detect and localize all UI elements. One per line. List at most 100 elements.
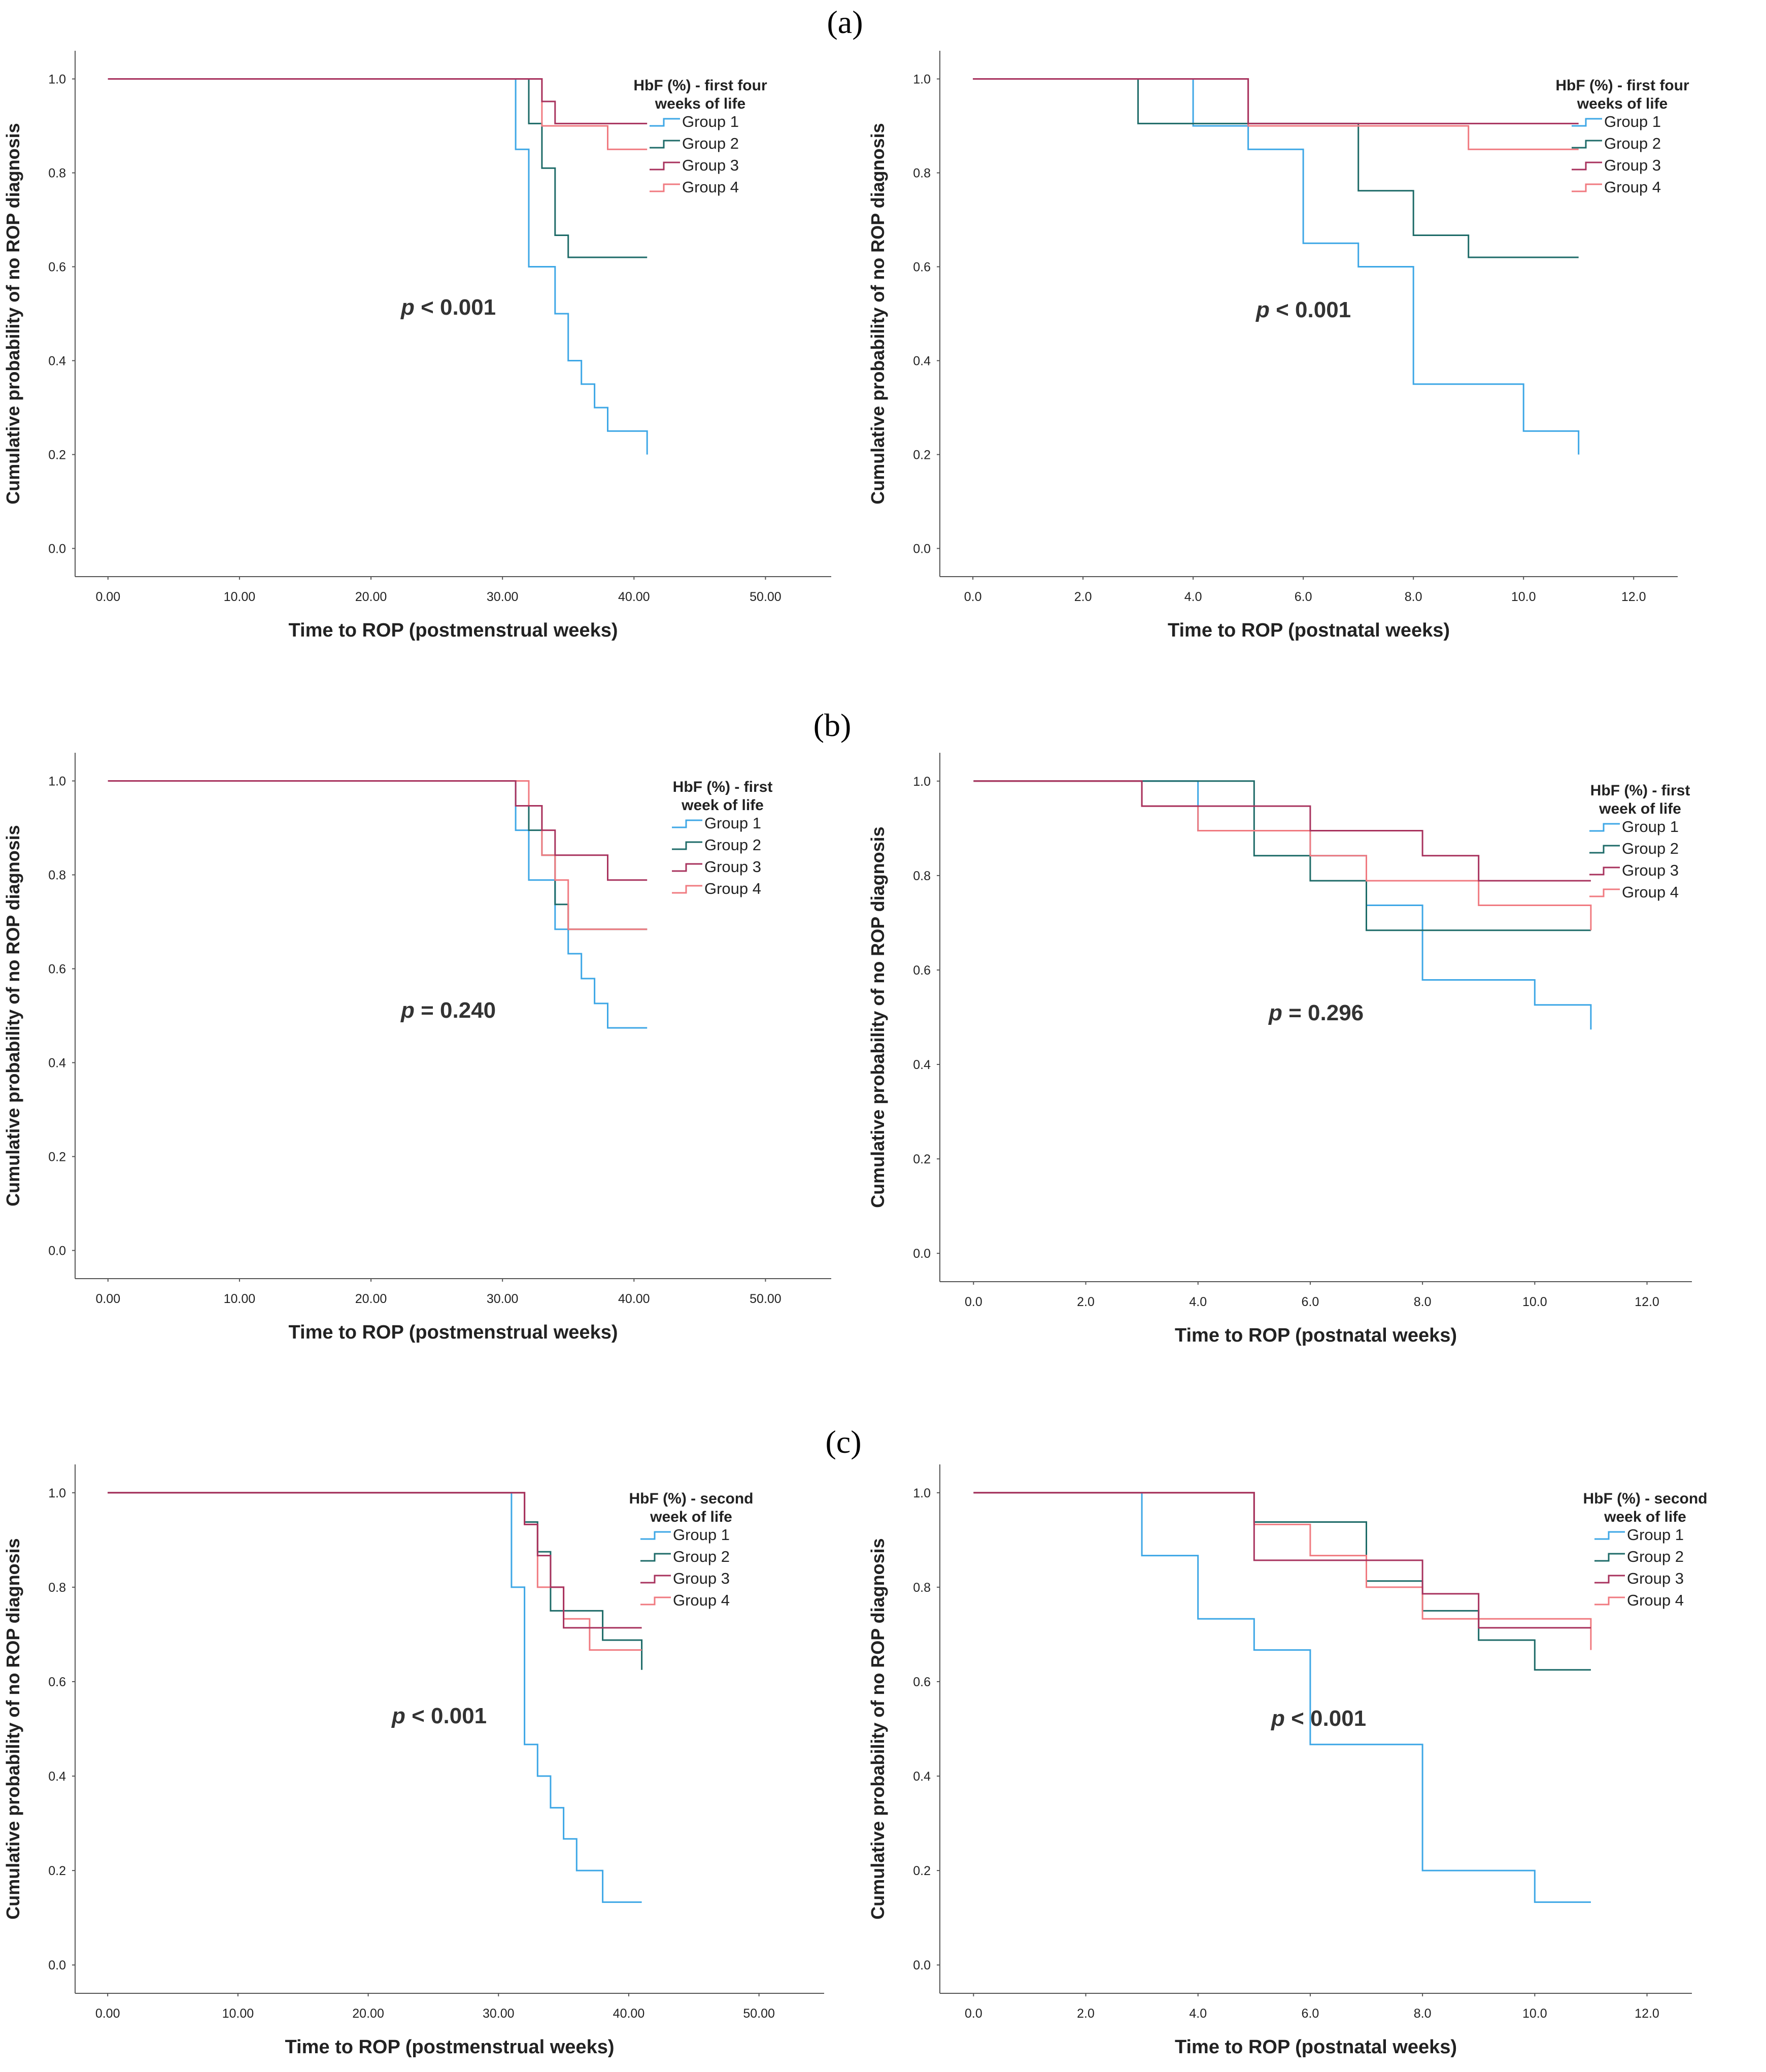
legend-swatch <box>1589 866 1620 876</box>
legend-label: Group 2 <box>682 135 739 152</box>
legend-label: Group 1 <box>682 113 739 130</box>
legend-swatch <box>1594 1596 1625 1606</box>
x-tick-label: 6.0 <box>1302 2007 1319 2021</box>
y-tick-label: 0.2 <box>913 448 931 462</box>
legend-label: Group 4 <box>1604 178 1661 196</box>
legend-label: Group 3 <box>1604 156 1661 174</box>
legend-label: Group 2 <box>704 836 761 854</box>
p-value-annotation: p < 0.001 <box>400 295 496 320</box>
y-tick-label: 1.0 <box>48 1486 66 1500</box>
y-tick-label: 0.0 <box>48 1958 66 1973</box>
x-tick-label: 30.00 <box>483 2007 515 2021</box>
p-value-annotation: p = 0.296 <box>1268 1000 1364 1025</box>
y-axis-title: Cumulative probability of no ROP diagnos… <box>867 1538 888 1919</box>
legend-title: HbF (%) - second <box>1583 1490 1708 1507</box>
y-tick-label: 1.0 <box>48 775 66 789</box>
x-tick-label: 6.0 <box>1302 1295 1319 1309</box>
y-tick-label: 0.2 <box>48 1864 66 1878</box>
p-value-prefix: p <box>1268 1000 1282 1025</box>
legend-label: Group 1 <box>704 814 761 832</box>
series-line-group-1 <box>973 78 1580 455</box>
legend-title: HbF (%) - first four <box>1555 77 1689 94</box>
y-tick-label: 0.4 <box>913 1769 931 1784</box>
legend-label: Group 1 <box>1604 113 1661 130</box>
x-tick-label: 10.0 <box>1522 2007 1547 2021</box>
y-tick-label: 0.2 <box>48 448 66 462</box>
x-tick-label: 0.00 <box>95 1292 120 1306</box>
series-line-group-3 <box>108 78 648 124</box>
x-tick-label: 2.0 <box>1077 2007 1095 2021</box>
series-line-group-4 <box>973 1492 1592 1650</box>
p-value-text: < 0.001 <box>415 295 496 320</box>
legend-label: Group 4 <box>673 1591 730 1609</box>
p-value-text: < 0.001 <box>1285 1706 1366 1731</box>
km-chart: 0.0 0.2 0.4 0.6 0.8 1.0 0.00 10.00 20.00 30.00 40.… <box>3 753 831 1343</box>
km-chart: 0.0 0.2 0.4 0.6 0.8 1.0 0.0 2.0 4.0 6.0 8.0 10.0 12.… <box>867 1464 1708 2058</box>
km-chart: 0.0 0.2 0.4 0.6 0.8 1.0 0.0 2.0 4.0 6.0 8.0 10.0 12.… <box>867 51 1689 641</box>
legend-swatch <box>1594 1575 1625 1584</box>
y-tick-label: 0.6 <box>913 963 931 978</box>
legend-swatch <box>1572 161 1602 171</box>
series-line-group-1 <box>108 780 648 1029</box>
panel-label: (b) <box>813 707 852 743</box>
p-value-annotation: p < 0.001 <box>1255 297 1351 322</box>
legend-swatch <box>1589 845 1620 854</box>
p-value-text: < 0.001 <box>1270 297 1351 322</box>
x-tick-label: 10.0 <box>1511 590 1536 604</box>
y-tick-label: 0.0 <box>913 542 931 556</box>
y-tick-label: 1.0 <box>913 775 931 789</box>
x-tick-label: 40.00 <box>618 1292 650 1306</box>
y-axis-title: Cumulative probability of no ROP diagnos… <box>867 123 888 504</box>
p-value-text: = 0.240 <box>415 998 496 1023</box>
p-value-prefix: p <box>391 1703 405 1728</box>
p-value-text: < 0.001 <box>405 1703 487 1728</box>
legend-label: Group 3 <box>1627 1569 1684 1587</box>
y-tick-label: 0.6 <box>913 1675 931 1689</box>
legend-swatch <box>1589 823 1620 832</box>
y-tick-label: 0.2 <box>48 1150 66 1164</box>
x-axis-title: Time to ROP (postmenstrual weeks) <box>289 1322 618 1343</box>
legend-label: Group 2 <box>1627 1548 1684 1565</box>
x-tick-label: 4.0 <box>1189 2007 1207 2021</box>
legend-label: Group 1 <box>673 1526 730 1544</box>
x-tick-label: 8.0 <box>1414 2007 1432 2021</box>
x-tick-label: 4.0 <box>1189 1295 1207 1309</box>
y-tick-label: 0.4 <box>913 354 931 369</box>
legend-swatch <box>672 819 702 828</box>
y-tick-label: 1.0 <box>913 1486 931 1500</box>
km-chart: 0.0 0.2 0.4 0.6 0.8 1.0 0.0 2.0 4.0 6.0 8.0 10.0 12.… <box>867 753 1692 1346</box>
p-value-prefix: p <box>1271 1706 1285 1731</box>
legend-swatch <box>650 118 680 127</box>
series-line-group-4 <box>108 1492 642 1651</box>
series-line-group-2 <box>108 1492 643 1670</box>
x-tick-label: 4.0 <box>1184 590 1202 604</box>
y-tick-label: 0.6 <box>48 962 66 977</box>
legend-label: Group 3 <box>704 858 761 876</box>
x-tick-label: 50.00 <box>750 1292 782 1306</box>
x-tick-label: 0.0 <box>965 1295 982 1309</box>
x-axis-title: Time to ROP (postmenstrual weeks) <box>289 620 618 641</box>
x-tick-label: 50.00 <box>750 590 782 604</box>
x-tick-label: 0.00 <box>95 2007 120 2021</box>
series-line-group-4 <box>973 78 1579 150</box>
y-tick-label: 0.4 <box>913 1058 931 1072</box>
series-line-group-2 <box>108 78 648 258</box>
legend-swatch <box>650 161 680 171</box>
legend-title: week of life <box>1599 800 1681 817</box>
x-tick-label: 10.00 <box>222 2007 254 2021</box>
y-axis-title: Cumulative probability of no ROP diagnos… <box>3 825 23 1206</box>
x-tick-label: 8.0 <box>1414 1295 1432 1309</box>
legend-swatch <box>640 1575 671 1584</box>
series-line-group-2 <box>973 78 1579 258</box>
p-value-annotation: p = 0.240 <box>400 998 496 1023</box>
y-axis-title: Cumulative probability of no ROP diagnos… <box>3 1538 23 1919</box>
x-axis-title: Time to ROP (postmenstrual weeks) <box>285 2036 615 2058</box>
legend-label: Group 3 <box>682 156 739 174</box>
legend-label: Group 2 <box>673 1548 730 1565</box>
x-tick-label: 10.0 <box>1522 1295 1547 1309</box>
legend-label: Group 4 <box>682 178 739 196</box>
legend-label: Group 1 <box>1627 1526 1684 1544</box>
